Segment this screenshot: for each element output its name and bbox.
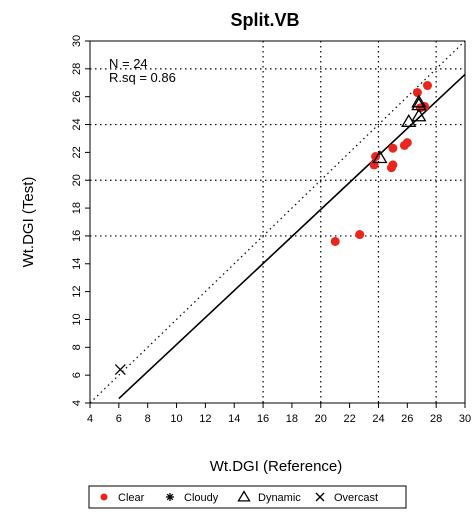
x-tick-label: 12 [199, 413, 211, 425]
point-dynamic [372, 150, 388, 164]
plot-frame [89, 40, 466, 404]
x-tick-label: 26 [401, 413, 413, 425]
x-tick-label: 28 [430, 413, 442, 425]
x-tick-label: 22 [343, 413, 355, 425]
point-clear [330, 236, 340, 246]
y-tick-label: 10 [71, 313, 83, 325]
point-clear [412, 88, 422, 98]
point-clear [355, 230, 365, 240]
x-tick-label: 24 [372, 413, 384, 425]
point-dynamic [411, 108, 427, 122]
fit-line [118, 73, 466, 400]
point-dynamic [411, 94, 427, 108]
x-tick-label: 4 [87, 413, 93, 425]
x-tick-label: 6 [116, 413, 122, 425]
y-tick-label: 24 [71, 118, 83, 130]
x-tick-label: 10 [170, 413, 182, 425]
data-points [114, 81, 432, 376]
x-tick-label: 20 [315, 413, 327, 425]
y-tick-label: 22 [71, 146, 83, 158]
y-tick-label: 6 [71, 372, 83, 378]
reference-lines [89, 40, 466, 404]
x-tick-label: 30 [459, 413, 471, 425]
y-tick-label: 28 [71, 63, 83, 75]
legend-marker-dynamic [237, 490, 251, 502]
x-tick-label: 18 [286, 413, 298, 425]
y-axis-label: Wt.DGI (Test) [20, 177, 37, 268]
legend-marker-clear [100, 493, 108, 501]
legend-label-overcast: Overcast [334, 492, 378, 504]
x-tick-label: 8 [145, 413, 151, 425]
y-tick-label: 12 [71, 285, 83, 297]
legend-label-clear: Clear [118, 492, 145, 504]
x-tick-label: 14 [228, 413, 240, 425]
legend-marker-overcast [315, 492, 325, 502]
y-tick-label: 16 [71, 230, 83, 242]
rsq-annotation: R.sq = 0.86 [109, 70, 176, 85]
point-dynamic [411, 97, 427, 111]
y-tick-label: 30 [71, 35, 83, 47]
y-tick-label: 18 [71, 202, 83, 214]
legend-marker-cloudy [166, 493, 174, 501]
point-clear [402, 138, 412, 148]
point-clear [388, 160, 398, 170]
legend-label-dynamic: Dynamic [258, 492, 301, 504]
legend-box [88, 485, 407, 509]
x-tick-label: 16 [257, 413, 269, 425]
y-tick-label: 8 [71, 344, 83, 350]
x-axis-ticks: 4 6 8 10 12 14 16 18 20 22 24 26 28 30 [87, 403, 471, 425]
point-overcast [114, 364, 126, 376]
n-annotation: N = 24 [109, 56, 148, 71]
y-tick-label: 20 [71, 174, 83, 186]
chart-title: Split.VB [230, 10, 299, 30]
point-clear [423, 81, 432, 91]
legend: Clear Cloudy Dynamic Overcast [88, 485, 407, 509]
y-tick-label: 26 [71, 91, 83, 103]
x-axis-label: Wt.DGI (Reference) [210, 458, 343, 475]
y-tick-label: 14 [71, 258, 83, 270]
y-tick-label: 4 [71, 400, 83, 406]
one-to-one-line [89, 40, 466, 404]
point-clear [388, 143, 398, 153]
legend-label-cloudy: Cloudy [184, 492, 219, 504]
y-axis-ticks: 4 6 8 10 12 14 16 18 20 22 24 26 28 30 [71, 35, 90, 406]
